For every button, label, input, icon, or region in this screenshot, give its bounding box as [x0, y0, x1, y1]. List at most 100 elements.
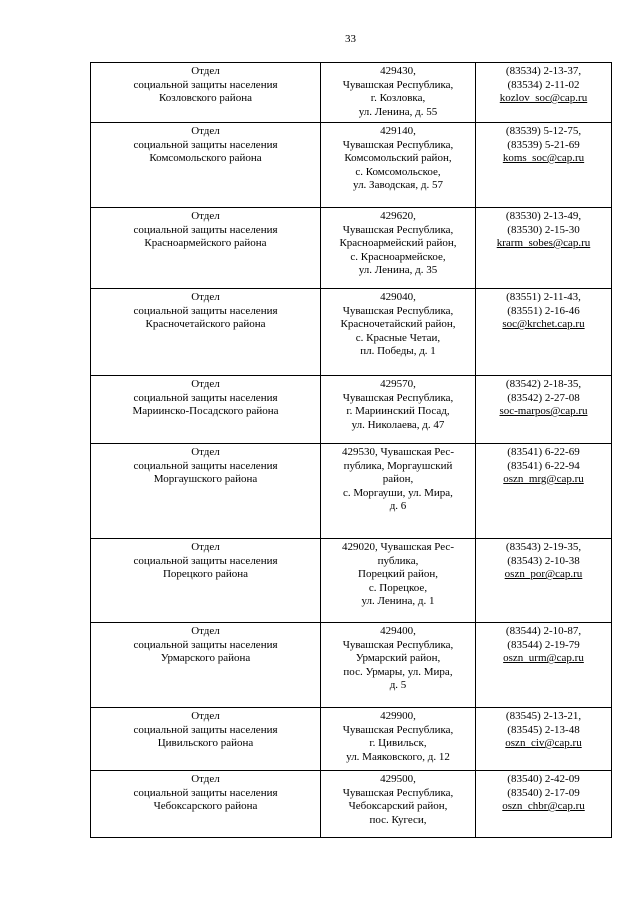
address-cell: 429530, Чувашская Рес-публика, Моргаушск… [320, 443, 476, 539]
phone-line: (83534) 2-11-02 [507, 78, 580, 91]
department-name-line: Мариинско-Посадского района [132, 405, 279, 417]
address-line: г. Мариинский Посад, [346, 405, 450, 417]
address-line: д. 6 [389, 500, 407, 512]
phone-line: (83530) 2-13-49, [505, 210, 582, 222]
phone-line: (83545) 2-13-48 [507, 723, 580, 736]
address-cell: 429140, Чувашская Республика, Комсомольски… [320, 122, 476, 208]
phone-line: (83545) 2-13-21, [505, 710, 582, 722]
address-line: Урмарский район, [355, 652, 441, 664]
address-cell: 429620, Чувашская Республика, Красноармейс… [320, 207, 476, 289]
phone-line: (83540) 2-17-09 [507, 786, 580, 799]
department-name-line: Отдел [191, 65, 220, 77]
email-link[interactable]: oszn_por@cap.ru [504, 568, 583, 580]
email-link[interactable]: oszn_civ@cap.ru [505, 737, 582, 749]
contact-cell: (83551) 2-11-43, (83551) 2-16-46 soc@krche… [475, 288, 612, 376]
email-link[interactable]: soc@krchet.cap.ru [502, 318, 585, 330]
address-line: Чувашская Республика, [342, 78, 454, 91]
address-line: с. Красноармейское, [350, 250, 446, 263]
address-line: с. Порецкое, [368, 581, 428, 594]
table-row: Отдел социальной защиты населения Красноче… [90, 288, 612, 376]
phone-line: (83544) 2-10-87, [505, 625, 582, 637]
contact-cell: (83545) 2-13-21, (83545) 2-13-48 oszn_civ@… [475, 707, 612, 771]
phone-line: (83544) 2-19-79 [507, 638, 580, 651]
department-name-cell: Отдел социальной защиты населения Козловск… [90, 62, 321, 123]
phone-line: (83543) 2-10-38 [507, 554, 580, 567]
department-name-line: социальной защиты населения [133, 554, 278, 567]
department-name-line: Чебоксарского района [153, 800, 258, 812]
email-link[interactable]: oszn_urm@cap.ru [503, 652, 584, 664]
table-row: Отдел социальной защиты населения Урмарско… [90, 622, 612, 708]
address-line: Чувашская Республика, [342, 638, 454, 651]
email-link[interactable]: krarm_sobes@cap.ru [496, 237, 591, 249]
email-link[interactable]: oszn_mrg@cap.ru [503, 473, 584, 485]
address-cell: 429020, Чувашская Рес-публика, Порецкий р… [320, 538, 476, 623]
table-row: Отдел социальной защиты населения Мариинск… [90, 375, 612, 444]
email-link[interactable]: oszn_chbr@cap.ru [502, 800, 585, 812]
departments-table: Отдел социальной защиты населения Козловск… [90, 62, 612, 838]
contact-cell: (83541) 6-22-69 (83541) 6-22-94 oszn_mrg@c… [475, 443, 612, 539]
address-line: район, [382, 473, 414, 485]
department-name-cell: Отдел социальной защиты населения Цивильск… [90, 707, 321, 771]
department-name-line: Отдел [191, 710, 220, 722]
department-name-line: Отдел [191, 378, 220, 390]
phone-line: (83534) 2-13-37, [505, 65, 582, 77]
address-line: ул. Ленина, д. 55 [358, 105, 438, 118]
department-name-line: социальной защиты населения [133, 638, 278, 651]
department-name-line: Моргаушского района [153, 473, 258, 485]
contact-cell: (83543) 2-19-35, (83543) 2-10-38 oszn_por@… [475, 538, 612, 623]
table-row: Отдел социальной защиты населения Цивильск… [90, 707, 612, 771]
contact-cell: (83534) 2-13-37, (83534) 2-11-02 kozlov_so… [475, 62, 612, 123]
address-line: 429620, [380, 210, 416, 222]
address-line: ул. Ленина, д. 35 [358, 264, 438, 276]
department-name-line: Отдел [191, 773, 220, 785]
address-line: ул. Ленина, д. 1 [361, 595, 435, 607]
address-line: 429500, [380, 773, 416, 785]
phone-line: (83551) 2-11-43, [506, 291, 581, 303]
email-link[interactable]: koms_soc@cap.ru [502, 152, 585, 164]
address-line: 429140, [380, 125, 416, 137]
department-name-line: Отдел [191, 210, 220, 222]
address-line: 429530, Чувашская Рес- [342, 446, 454, 458]
department-name-cell: Отдел социальной защиты населения Красноар… [90, 207, 321, 289]
department-name-line: Комсомольского района [149, 152, 262, 164]
department-name-line: социальной защиты населения [133, 304, 278, 317]
department-name-cell: Отдел социальной защиты населения Порецког… [90, 538, 321, 623]
address-line: Чувашская Республика, [342, 223, 454, 236]
address-line: Красноармейский район, [339, 237, 457, 249]
address-line: 429020, Чувашская Рес- [342, 541, 454, 553]
address-line: Комсомольский район, [344, 152, 452, 164]
department-name-line: Козловского района [159, 92, 252, 104]
department-name-line: Отдел [191, 125, 220, 137]
address-cell: 429500, Чувашская Республика, Чебоксарский… [320, 770, 476, 838]
address-line: пос. Урмары, ул. Мира, [343, 665, 453, 678]
table-row: Отдел социальной защиты населения Чебоксар… [90, 770, 612, 838]
phone-line: (83541) 6-22-94 [507, 459, 580, 472]
address-line: ул. Маяковского, д. 12 [346, 750, 450, 763]
address-line: с. Комсомольское, [355, 165, 441, 178]
department-name-line: социальной защиты населения [133, 78, 278, 91]
department-name-line: социальной защиты населения [133, 391, 278, 404]
department-name-line: Урмарского района [160, 652, 251, 664]
phone-line: (83542) 2-18-35, [505, 378, 582, 390]
department-name-cell: Отдел социальной защиты населения Урмарско… [90, 622, 321, 708]
contact-cell: (83542) 2-18-35, (83542) 2-27-08 soc-marpo… [475, 375, 612, 444]
address-line: г. Козловка, [370, 92, 426, 104]
email-link[interactable]: kozlov_soc@cap.ru [499, 92, 588, 104]
phone-line: (83551) 2-16-46 [507, 304, 580, 317]
department-name-line: Красночетайского района [145, 318, 266, 330]
address-cell: 429430, Чувашская Республика, г. Козловка,… [320, 62, 476, 123]
address-line: ул. Заводская, д. 57 [353, 179, 443, 191]
department-name-line: Красноармейского района [144, 237, 267, 249]
department-name-line: Отдел [191, 625, 220, 637]
department-name-cell: Отдел социальной защиты населения Красноче… [90, 288, 321, 376]
email-link[interactable]: soc-marpos@cap.ru [499, 405, 588, 417]
department-name-line: социальной защиты населения [133, 459, 278, 472]
address-line: Чебоксарский район, [348, 800, 448, 812]
department-name-line: социальной защиты населения [133, 138, 278, 151]
address-line: Чувашская Республика, [342, 391, 454, 404]
department-name-cell: Отдел социальной защиты населения Комсомол… [90, 122, 321, 208]
address-line: публика, [377, 554, 419, 567]
address-line: Чувашская Республика, [342, 138, 454, 151]
phone-line: (83530) 2-15-30 [507, 223, 580, 236]
address-line: пл. Победы, д. 1 [360, 345, 436, 357]
